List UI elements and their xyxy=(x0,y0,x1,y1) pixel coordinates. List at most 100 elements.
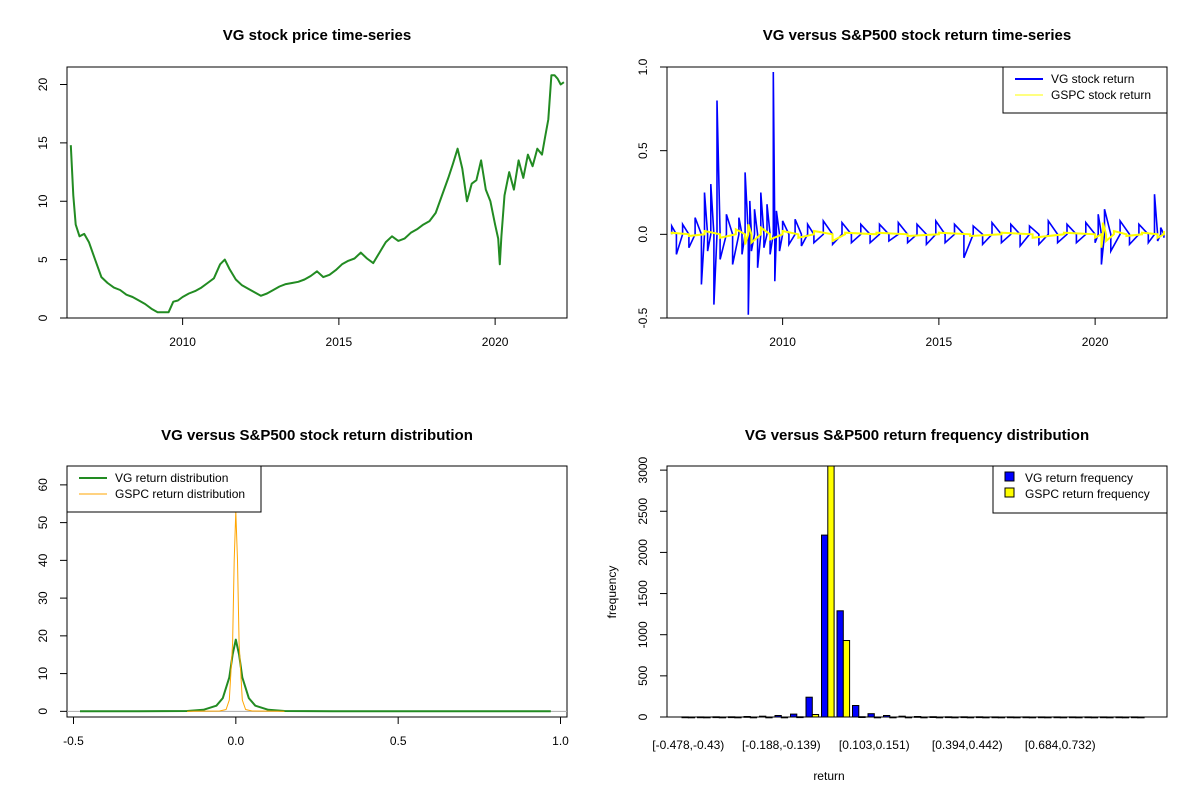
y-tick-label: 2000 xyxy=(636,539,650,566)
x-category-label: [-0.478,-0.43) xyxy=(652,738,724,752)
bar-vg xyxy=(1053,716,1061,719)
vg-density-line xyxy=(80,638,551,713)
bar-vg xyxy=(712,716,720,719)
x-axis-label: return xyxy=(813,769,844,783)
y-tick-label: 0.0 xyxy=(636,226,650,243)
chart-title: VG versus S&P500 stock return distributi… xyxy=(161,427,473,444)
vg-return-line xyxy=(670,71,1165,315)
legend-label: GSPC stock return xyxy=(1051,88,1151,102)
y-tick-label: 1.0 xyxy=(636,58,650,75)
y-tick-label: 5 xyxy=(36,256,50,263)
bar-vg xyxy=(728,716,736,719)
gspc-density-line xyxy=(187,510,285,712)
y-tick-label: 60 xyxy=(36,478,50,492)
x-tick-label: 2015 xyxy=(326,335,353,349)
x-tick-label: 2015 xyxy=(926,335,953,349)
vg-price-line xyxy=(69,74,565,314)
x-tick-label: 0.5 xyxy=(390,734,407,748)
chart-title: VG versus S&P500 return frequency distri… xyxy=(745,427,1089,444)
bar-gspc xyxy=(982,716,990,719)
legend-swatch xyxy=(1004,487,1015,498)
bar-vg xyxy=(1022,716,1030,719)
bar-vg xyxy=(743,716,751,718)
y-tick-label: 15 xyxy=(36,136,50,150)
x-category-label: [0.684,0.732) xyxy=(1025,738,1096,752)
bar-vg xyxy=(1100,716,1108,719)
x-tick-label: 2010 xyxy=(769,335,796,349)
bar-gspc xyxy=(966,716,975,719)
y-tick-label: 0 xyxy=(36,314,50,321)
bar-gspc xyxy=(796,716,804,719)
x-tick-label: 2010 xyxy=(169,335,196,349)
chart-title: VG stock price time-series xyxy=(223,27,411,44)
plot-frame xyxy=(666,66,1168,319)
legend-label: VG stock return xyxy=(1051,72,1134,86)
y-tick-label: 0 xyxy=(36,708,50,715)
y-tick-label: 3000 xyxy=(636,456,650,483)
bar-vg xyxy=(759,715,767,718)
legend-label: VG return frequency xyxy=(1025,471,1133,485)
bar-gspc xyxy=(1137,716,1145,719)
bar-vg xyxy=(1131,716,1139,719)
legend-box xyxy=(1002,66,1168,114)
y-tick-label: 50 xyxy=(36,516,50,530)
bar-gspc xyxy=(842,640,851,718)
y-tick-label: 1500 xyxy=(636,580,650,607)
y-tick-label: 0.5 xyxy=(636,142,650,159)
x-tick-label: 1.0 xyxy=(552,734,569,748)
y-tick-label: 40 xyxy=(36,553,50,567)
bar-vg xyxy=(883,715,891,718)
legend-label: GSPC return frequency xyxy=(1025,487,1150,501)
bar-vg xyxy=(790,713,798,718)
bar-vg xyxy=(976,716,984,719)
bar-gspc xyxy=(920,716,928,719)
x-category-label: [0.394,0.442) xyxy=(932,738,1003,752)
bar-gspc xyxy=(687,716,696,719)
bar-gspc xyxy=(1028,716,1037,719)
y-tick-label: 2500 xyxy=(636,498,650,525)
bar-vg xyxy=(898,715,906,718)
y-axis-label: frequency xyxy=(605,566,619,619)
bar-vg xyxy=(774,715,782,718)
legend-label: VG return distribution xyxy=(115,471,228,485)
bar-vg xyxy=(1007,716,1015,719)
bar-vg xyxy=(867,713,875,718)
bar-vg xyxy=(960,716,968,719)
bar-vg xyxy=(805,696,813,718)
bar-gspc xyxy=(951,716,959,719)
y-tick-label: 20 xyxy=(36,78,50,92)
bar-gspc xyxy=(997,716,1006,719)
bar-gspc xyxy=(749,716,758,719)
y-tick-label: 10 xyxy=(36,194,50,208)
bar-vg xyxy=(852,705,860,718)
bar-gspc xyxy=(935,716,944,719)
legend-label: GSPC return distribution xyxy=(115,487,245,501)
bar-gspc xyxy=(734,716,742,719)
y-tick-label: 10 xyxy=(36,667,50,681)
bar-gspc xyxy=(1059,716,1068,719)
legend-box xyxy=(992,465,1168,514)
x-category-label: [-0.188,-0.139) xyxy=(742,738,821,752)
x-tick-label: 0.0 xyxy=(227,734,244,748)
bar-gspc xyxy=(858,716,866,719)
bar-vg xyxy=(1084,716,1092,719)
y-tick-label: 1000 xyxy=(636,621,650,648)
x-tick-label: 2020 xyxy=(1082,335,1109,349)
bar-vg xyxy=(929,716,937,719)
legend-box xyxy=(66,465,262,513)
x-category-label: [0.103,0.151) xyxy=(839,738,910,752)
bar-vg xyxy=(821,534,829,718)
bar-gspc xyxy=(873,716,882,719)
bar-vg xyxy=(1115,716,1123,719)
bar-gspc xyxy=(1106,716,1114,719)
bar-vg xyxy=(1038,716,1046,719)
plot-frame xyxy=(66,66,568,319)
bar-vg xyxy=(697,716,705,719)
bar-gspc xyxy=(1013,716,1021,719)
x-tick-label: 2020 xyxy=(482,335,509,349)
bar-gspc xyxy=(1075,716,1083,719)
bar-vg xyxy=(681,716,689,719)
legend-swatch xyxy=(1004,471,1015,482)
bar-vg xyxy=(914,716,922,718)
